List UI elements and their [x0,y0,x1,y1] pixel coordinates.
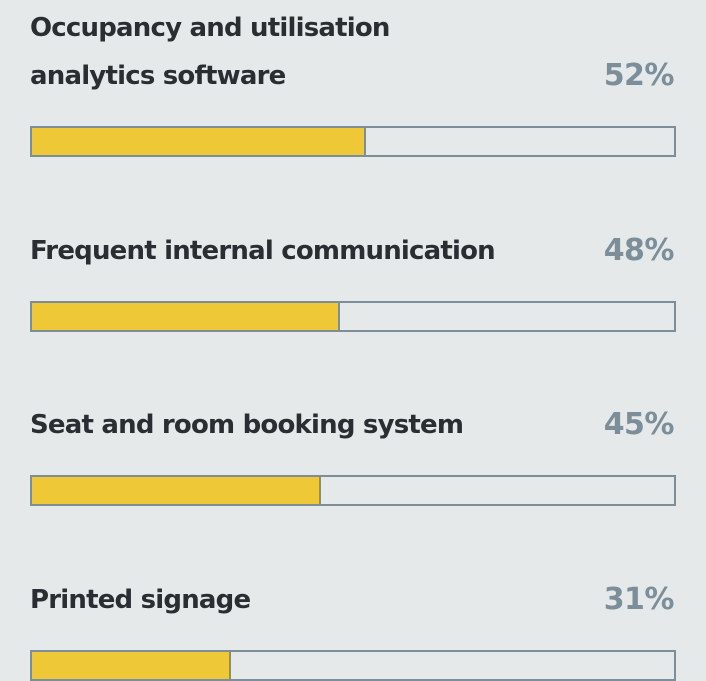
bar [32,302,341,330]
bar-label: Occupancy and utilisation analytics soft… [30,13,390,91]
value-label: 31% [603,581,675,617]
value-label: 45% [603,407,675,442]
value-label: 52% [603,58,675,93]
bar-label: Frequent internal communication [30,235,496,266]
bar-track [30,475,676,506]
value-label: 48% [603,232,675,268]
bar-label: Seat and room booking system [30,410,464,440]
bar-track [30,649,676,681]
bar [32,128,366,155]
bar-label: Printed signage [30,584,251,615]
bar-track [30,126,676,157]
bar [32,477,321,504]
bar-track [30,300,676,332]
bar [32,651,232,679]
